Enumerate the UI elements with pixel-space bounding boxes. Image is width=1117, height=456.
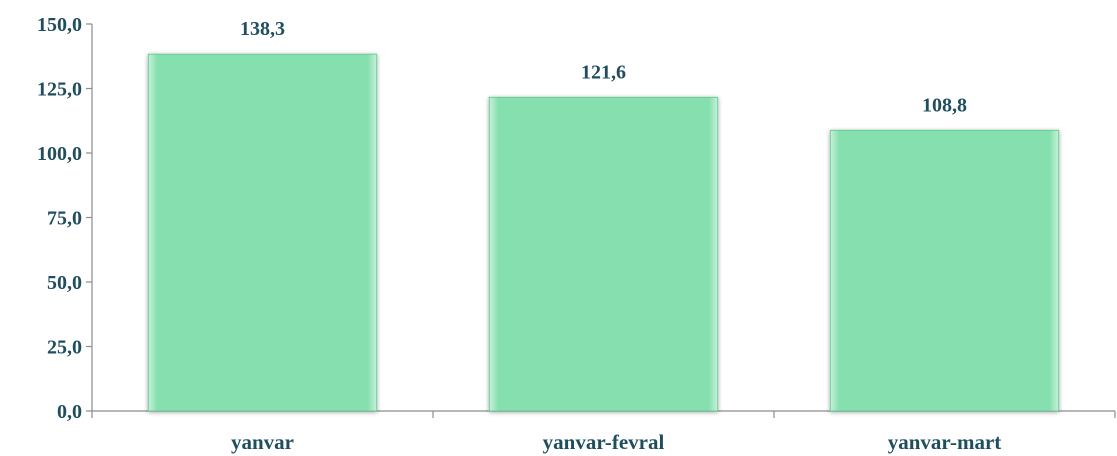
y-tick-label: 100,0 — [37, 143, 82, 165]
y-axis: 0,0 25,0 50,0 75,0 100,0 125,0 150,0 — [37, 14, 93, 423]
bars — [147, 53, 1060, 412]
y-tick-label: 75,0 — [47, 208, 82, 230]
y-tick-label: 25,0 — [47, 337, 82, 359]
x-tick-label-yanvar-fevral: yanvar-fevral — [543, 430, 665, 454]
data-label-yanvar: 138,3 — [240, 18, 285, 40]
y-tick-label: 0,0 — [57, 401, 82, 423]
x-tick-label-yanvar-mart: yanvar-mart — [888, 430, 1002, 454]
data-label-yanvar-mart: 108,8 — [922, 94, 967, 116]
y-tick-label: 50,0 — [47, 272, 82, 294]
bar-yanvar-mart — [829, 129, 1060, 412]
bar-yanvar — [147, 53, 378, 412]
y-tick-label: 125,0 — [37, 79, 82, 101]
data-labels: 138,3 121,6 108,8 — [240, 18, 967, 116]
data-label-yanvar-fevral: 121,6 — [581, 61, 626, 83]
x-axis: yanvar yanvar-fevral yanvar-mart — [91, 410, 1116, 454]
y-tick-label: 150,0 — [37, 14, 82, 36]
x-tick-label-yanvar: yanvar — [231, 430, 294, 454]
bar-yanvar-fevral — [488, 96, 719, 412]
